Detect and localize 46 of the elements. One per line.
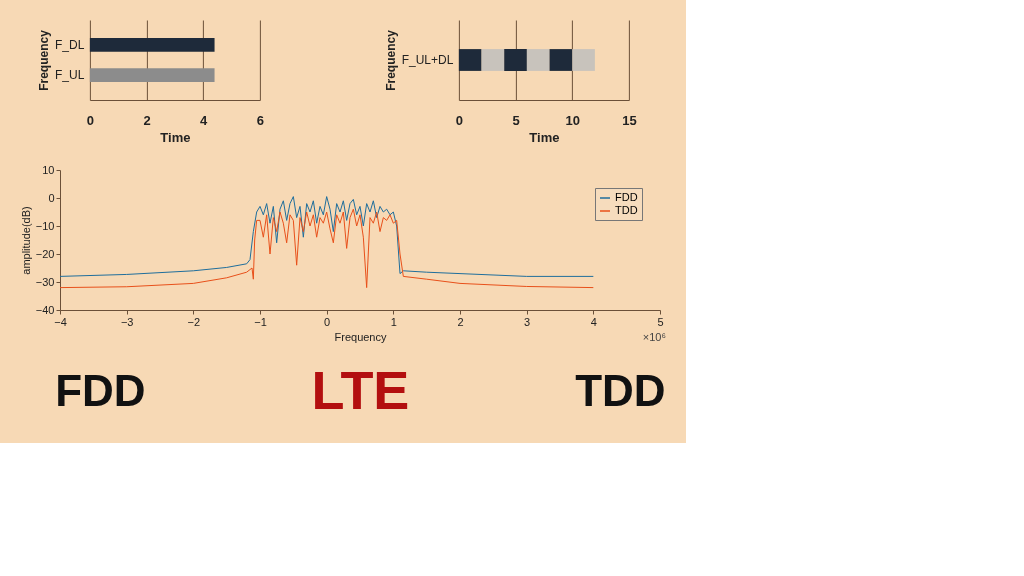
x-tick-label: 4 <box>590 315 597 328</box>
x-tick-label: 0 <box>324 315 331 328</box>
bar <box>458 49 482 71</box>
x-axis-title: Time <box>160 129 191 145</box>
text: TDD <box>575 366 666 415</box>
x-axis-title: Frequency <box>334 330 387 343</box>
x-tick-label: −3 <box>120 315 134 328</box>
text: LTE <box>311 360 410 420</box>
y-tick-label: F_UL+DL <box>401 53 454 67</box>
legend-label: TDD <box>615 204 638 216</box>
bar <box>481 49 505 71</box>
y-tick-label: F_DL <box>55 37 85 52</box>
x-tick-label: 6 <box>256 112 264 128</box>
y-tick-label: 0 <box>48 191 55 204</box>
x-tick-label: 5 <box>657 315 664 328</box>
y-axis-title: Frequency <box>37 29 52 91</box>
bar <box>526 49 550 71</box>
x-tick-label: 15 <box>622 112 637 128</box>
line-series <box>59 208 594 289</box>
x-tick-label: 4 <box>200 112 209 128</box>
line-series <box>59 196 594 277</box>
bar <box>572 49 595 71</box>
x-tick-label: −2 <box>187 315 201 328</box>
legend-label: FDD <box>615 191 638 203</box>
x-tick-label: 1 <box>390 315 397 328</box>
text: ×10⁶ <box>642 331 666 343</box>
x-tick-label: 2 <box>457 315 464 328</box>
y-tick-label: −40 <box>35 303 55 316</box>
bar <box>504 49 527 71</box>
x-tick-label: −1 <box>254 315 267 328</box>
x-tick-label: 10 <box>565 112 580 128</box>
y-tick-label: 10 <box>42 163 55 176</box>
bar <box>549 49 573 71</box>
x-tick-label: 2 <box>143 112 151 128</box>
x-tick-label: 3 <box>524 315 531 328</box>
x-tick-label: 5 <box>512 112 520 128</box>
y-tick-label: −30 <box>35 275 55 288</box>
y-tick-label: −10 <box>35 219 55 232</box>
y-axis-title: amplitude(dB) <box>19 206 32 275</box>
text: FDD <box>55 366 146 415</box>
x-tick-label: −4 <box>54 315 67 328</box>
x-tick-label: 0 <box>455 112 463 128</box>
x-axis-title: Time <box>529 129 560 145</box>
y-axis-title: Frequency <box>383 29 398 91</box>
y-tick-label: F_UL <box>55 68 85 83</box>
y-tick-label: −20 <box>35 247 55 260</box>
